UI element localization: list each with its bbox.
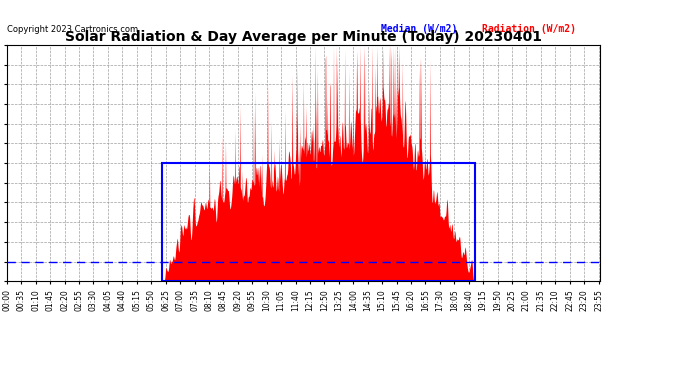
Bar <box>161 163 475 281</box>
Text: Copyright 2023 Cartronics.com: Copyright 2023 Cartronics.com <box>7 26 138 34</box>
Text: Radiation (W/m2): Radiation (W/m2) <box>482 24 575 34</box>
Title: Solar Radiation & Day Average per Minute (Today) 20230401: Solar Radiation & Day Average per Minute… <box>65 30 542 44</box>
Text: Median (W/m2): Median (W/m2) <box>381 24 457 34</box>
